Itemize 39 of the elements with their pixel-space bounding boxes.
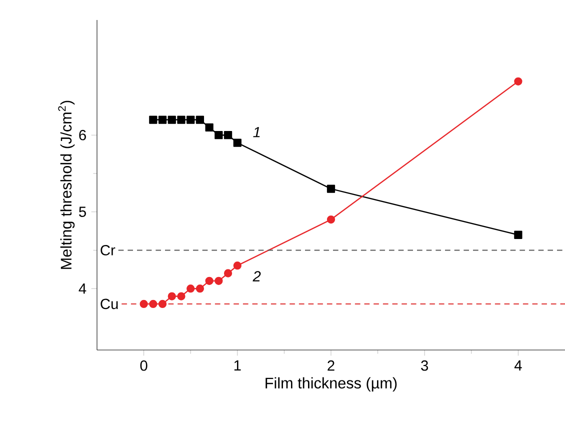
- point: [326, 215, 336, 224]
- point: [158, 300, 167, 308]
- point: [214, 131, 223, 140]
- point: [224, 131, 232, 140]
- point: [326, 184, 336, 193]
- point: [214, 276, 223, 285]
- point: [514, 77, 522, 86]
- x-tick-label: 0: [140, 360, 148, 371]
- point: [177, 116, 186, 124]
- point: [149, 300, 158, 308]
- y-tick-label: 5: [79, 206, 86, 217]
- point: [233, 262, 242, 270]
- point: [186, 284, 195, 293]
- ref-line-label: Cr: [100, 245, 116, 256]
- point: [168, 116, 176, 124]
- y-axis-title: Melting threshold (J/cm$^{2}$): [58, 100, 75, 269]
- point: [196, 116, 204, 124]
- y-tick-label: 6: [79, 130, 86, 140]
- y-tick-label: 4: [78, 284, 86, 294]
- point: [168, 292, 176, 300]
- point: [149, 116, 158, 124]
- point: [205, 276, 214, 285]
- point: [186, 116, 195, 124]
- point: [205, 123, 214, 132]
- x-tick-label: 4: [514, 360, 522, 370]
- point: [224, 269, 232, 278]
- series-label: 1: [253, 127, 260, 138]
- point: [177, 292, 186, 300]
- point: [196, 284, 204, 293]
- x-tick-label: 3: [421, 360, 428, 371]
- x-axis-title: Film thickness (µm): [266, 377, 397, 392]
- series-label: 2: [252, 271, 261, 282]
- point: [514, 230, 522, 239]
- point: [158, 116, 167, 124]
- x-tick-label: 1: [234, 360, 241, 370]
- point: [140, 300, 148, 308]
- x-tick-label: 2: [328, 360, 334, 371]
- ref-line-label: Cu: [100, 298, 118, 310]
- point: [233, 138, 242, 147]
